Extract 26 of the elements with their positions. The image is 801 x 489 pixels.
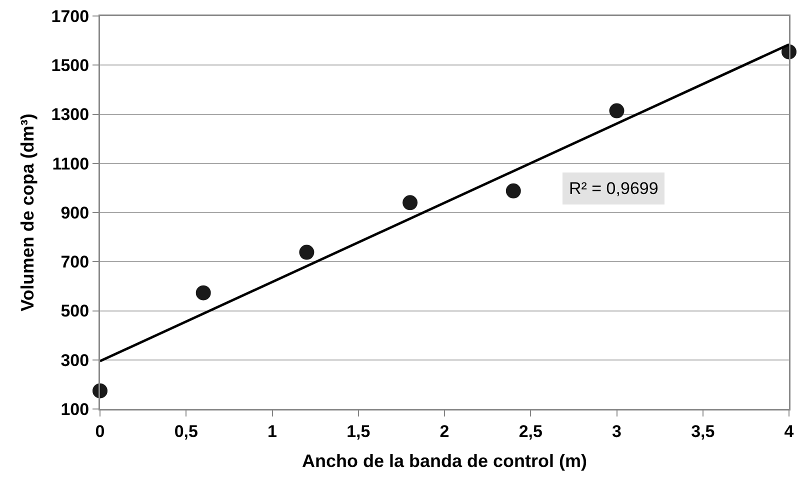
point xyxy=(299,244,314,260)
y-tick-label: 1700 xyxy=(51,6,90,26)
y-tick-label: 1500 xyxy=(51,56,90,76)
y-tick-label: 1100 xyxy=(52,154,90,174)
y-tick-label: 300 xyxy=(60,350,90,370)
x-tick-label: 4 xyxy=(784,422,794,441)
y-tick-label: 100 xyxy=(60,400,90,419)
x-tick-label: 3,5 xyxy=(691,422,715,441)
point xyxy=(609,103,624,118)
y-tick-label: 1300 xyxy=(51,105,90,124)
point xyxy=(196,285,211,300)
annotation: R² = 0,9699 xyxy=(569,179,658,198)
x-tick-label: 1 xyxy=(268,422,277,441)
y-tick-label: 700 xyxy=(60,252,90,272)
y-axis-title: Volumen de copa (dm³) xyxy=(18,114,38,312)
x-tick-label: 1,5 xyxy=(346,422,370,441)
x-tick-label: 2,5 xyxy=(518,422,542,441)
x-tick-label: 2 xyxy=(440,422,450,441)
y-tick-label: 500 xyxy=(60,302,90,321)
y-tick-label: 900 xyxy=(60,203,90,222)
x-axis-title: Ancho de la banda de control (m) xyxy=(302,450,588,471)
point xyxy=(506,183,521,198)
x-tick-label: 3 xyxy=(612,422,622,441)
point xyxy=(402,195,418,210)
x-tick-label: 0,5 xyxy=(174,422,198,441)
x-tick-label: 0 xyxy=(95,422,105,441)
